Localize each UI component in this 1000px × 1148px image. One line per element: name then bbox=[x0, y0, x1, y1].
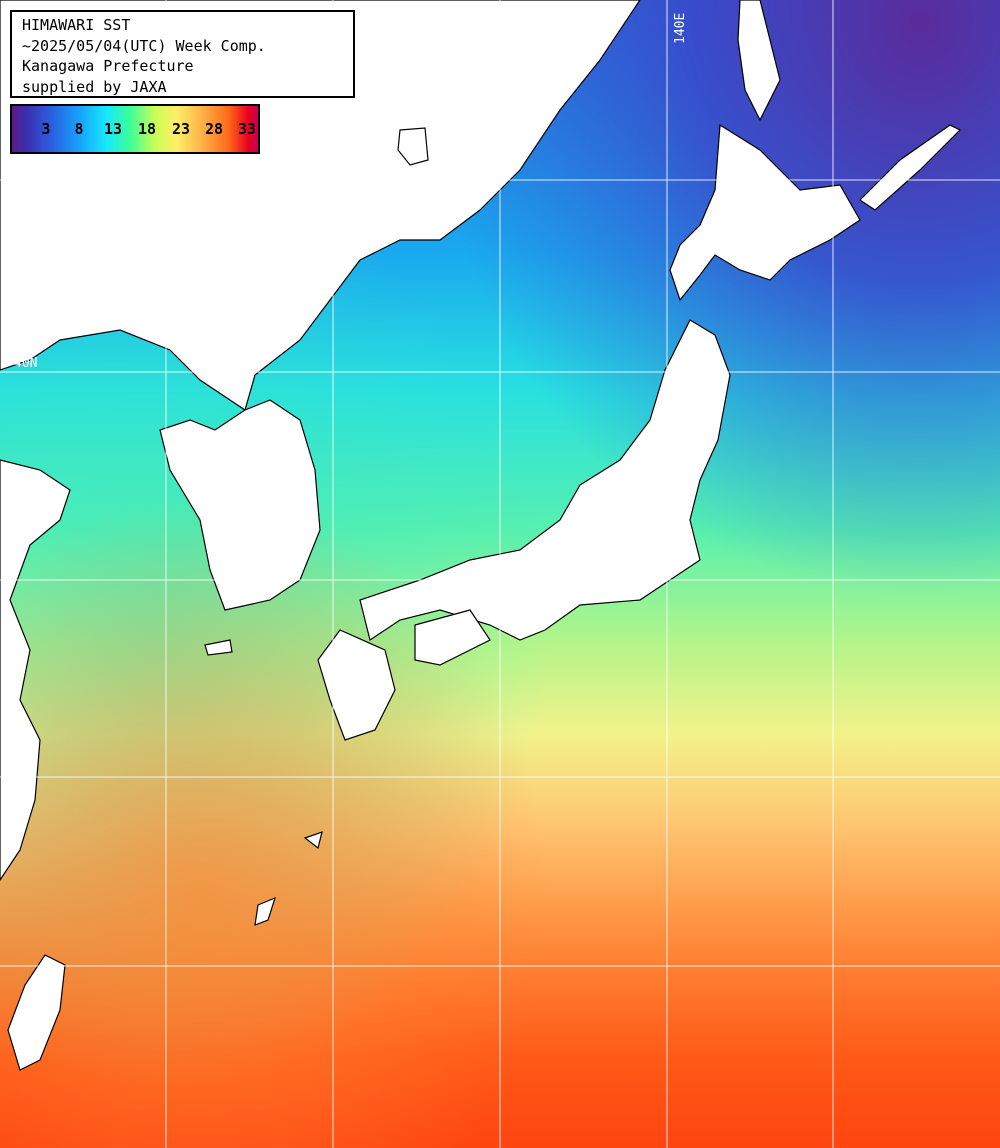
lon-label-140e: 140E bbox=[673, 13, 688, 44]
land-sakhalin bbox=[737, 0, 781, 122]
scale-label-13: 13 bbox=[103, 120, 123, 138]
title-line-3: Kanagawa Prefecture bbox=[22, 57, 194, 75]
lat-label-40n: 40N bbox=[14, 356, 37, 371]
scale-label-33: 33 bbox=[237, 120, 257, 138]
scale-label-23: 23 bbox=[171, 120, 191, 138]
land-shikoku bbox=[414, 609, 491, 666]
scale-label-3: 3 bbox=[41, 120, 51, 138]
land-ryukyu-2 bbox=[254, 896, 276, 926]
title-line-2: ~2025/05/04(UTC) Week Comp. bbox=[22, 36, 266, 55]
land-taiwan bbox=[7, 954, 66, 1071]
land-jeju bbox=[204, 639, 233, 656]
landmasses bbox=[0, 0, 962, 1071]
land-kyushu bbox=[317, 629, 396, 741]
land-korea bbox=[159, 399, 321, 611]
land-kurils bbox=[859, 124, 962, 211]
title-line-1: HIMAWARI SST bbox=[22, 16, 131, 34]
land-hokkaido bbox=[669, 123, 861, 302]
title-box: HIMAWARI SST ~2025/05/04(UTC) Week Comp.… bbox=[10, 10, 355, 98]
land-ryukyu-1 bbox=[303, 831, 323, 850]
title-line-4: supplied by JAXA bbox=[22, 77, 167, 96]
land-mainland-north bbox=[0, 0, 641, 411]
scale-label-8: 8 bbox=[74, 120, 84, 138]
land-ulleung bbox=[397, 127, 429, 166]
land-china-coast bbox=[0, 459, 71, 882]
scale-label-18: 18 bbox=[137, 120, 157, 138]
color-scale-legend: 3 8 13 18 23 28 33 bbox=[10, 104, 260, 154]
scale-label-28: 28 bbox=[204, 120, 224, 138]
